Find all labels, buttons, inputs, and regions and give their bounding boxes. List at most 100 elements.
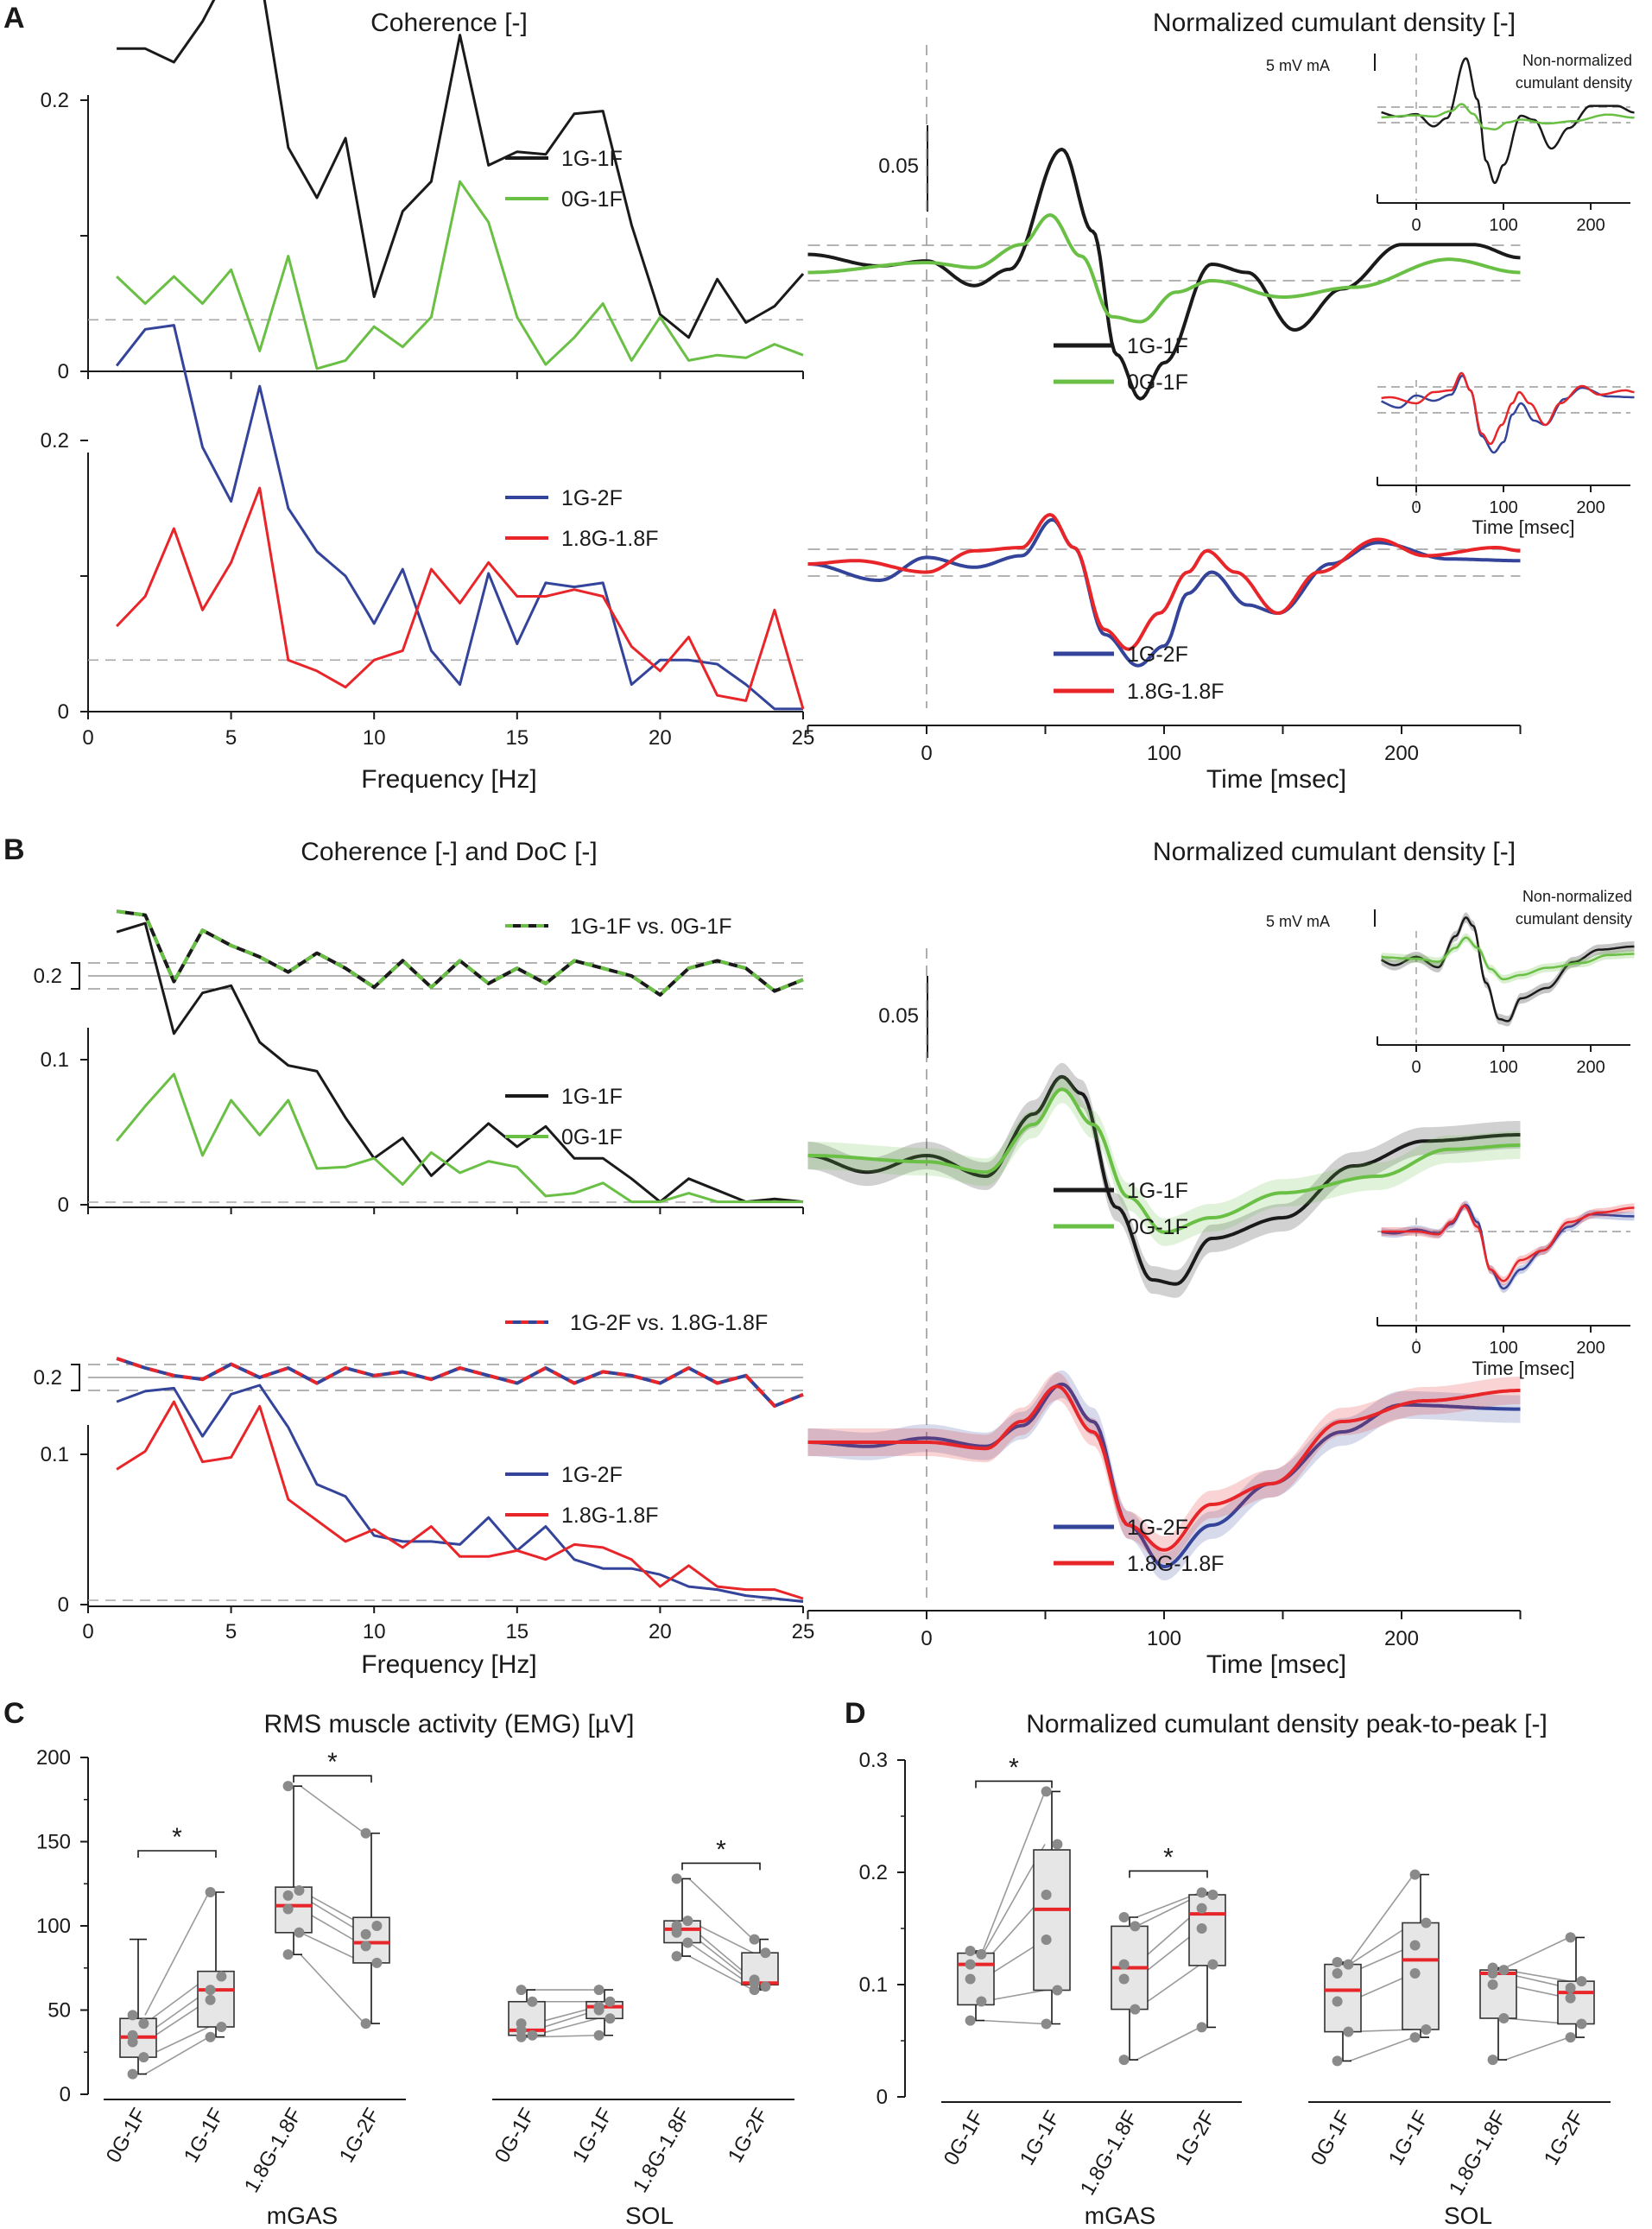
d-significance-star: *: [1163, 1843, 1174, 1871]
b-inset2-trace-1g-2f-band: [1381, 1200, 1635, 1293]
d-data-point: [1041, 1890, 1052, 1900]
b-coh1-ytick-label: 0: [58, 1194, 69, 1217]
scale-label-a: 0.05: [878, 155, 919, 178]
d-data-point: [1196, 1887, 1207, 1898]
c-data-point: [593, 2001, 604, 2012]
b-doc2-line-blue: [116, 1357, 804, 1408]
a-bottom-line-1-8g-1-8f: [116, 486, 805, 710]
c-data-point: [593, 2030, 604, 2041]
b-doc2-ytick-label: 0.2: [34, 1366, 62, 1390]
c-data-point: [282, 1903, 294, 1915]
d-ytick-label: 0.1: [859, 1973, 888, 1997]
c-data-point: [205, 1887, 216, 1897]
c-ytick-label: 200: [36, 1746, 71, 1770]
c-data-point: [760, 1947, 771, 1959]
b-right-trace-0g-1f: [807, 1087, 1521, 1234]
c-significance-bracket: [137, 1850, 217, 1858]
d-pair-line: [1349, 1874, 1415, 1963]
c-data-point: [127, 2068, 138, 2080]
d-box: [1324, 1963, 1362, 2033]
d-pair-line: [1136, 2026, 1201, 2061]
a-bottom-legend-label-1-8g-1-8f: 1.8G-1.8F: [561, 527, 659, 551]
b-inset1-trace-0g-1f: [1381, 936, 1635, 981]
a-right-legend-label-0g-1f: 0G-1F: [1127, 370, 1188, 395]
c-data-point: [360, 1941, 371, 1952]
b-right-xtick-label: 200: [1384, 1627, 1419, 1650]
b-inset1-trace-1g-1f-band: [1381, 912, 1635, 1027]
a-bottom-xtick-label: 25: [792, 726, 815, 750]
a-right-legend-label-1-8g-1-8f: 1.8G-1.8F: [1127, 680, 1225, 704]
b-coh1-ytick-label: 0.1: [41, 1048, 69, 1072]
b-doc2-bracket: [71, 1364, 80, 1391]
b-right-trace-1-8g-1-8f: [807, 1384, 1521, 1552]
c-category-label: 1G-2F: [724, 2105, 773, 2167]
c-category-label: 0G-1F: [102, 2105, 151, 2167]
d-category-label: 1G-1F: [1016, 2107, 1065, 2169]
c-data-point: [138, 2018, 149, 2030]
d-data-point: [1118, 1912, 1130, 1922]
d-data-point: [1498, 2013, 1510, 2023]
a-top-ytick-label: 0.2: [41, 89, 69, 112]
d-data-point: [1421, 2024, 1432, 2035]
a-bottom-ytick-label: 0: [58, 700, 69, 724]
c-pair-line: [300, 1954, 365, 2024]
d-data-point: [1196, 2022, 1207, 2033]
d-ytick-label: 0.2: [859, 1861, 888, 1884]
c-data-point: [138, 2052, 149, 2063]
b-coh2-legend-label-1-8g-1-8f: 1.8G-1.8F: [561, 1504, 659, 1528]
d-data-point: [1343, 1959, 1354, 1970]
a-top-line-1g-1f: [117, 0, 805, 339]
title-a-coherence: Coherence [-]: [370, 9, 528, 37]
a-inset1-trace-1g-1f: [1381, 57, 1635, 185]
b-right-legend-label-1-8g-1-8f: 1.8G-1.8F: [1127, 1552, 1225, 1576]
c-data-point: [671, 1951, 682, 1962]
a-inset1-xtick-label: 0: [1411, 216, 1421, 235]
b-coh1-legend-label-1g-1f: 1G-1F: [561, 1085, 623, 1109]
c-data-point: [682, 1916, 693, 1927]
a-bottom-xtick-label: 20: [649, 726, 672, 750]
a-right-xtick-label: 100: [1147, 742, 1181, 765]
d-data-point: [1118, 1959, 1130, 1970]
a-top-legend-label-0g-1f: 0G-1F: [561, 187, 623, 212]
d-pair-line: [1504, 2036, 1570, 2061]
b-coh2-line-1-8g-1-8f: [116, 1400, 804, 1600]
a-inset1-xtick-label: 200: [1576, 216, 1605, 235]
b-coh2-ytick-label: 0.1: [41, 1443, 69, 1466]
b-coh1-line-0g-1f: [115, 1073, 803, 1204]
c-data-point: [682, 1937, 693, 1948]
d-category-label: 1.8G-1.8F: [1445, 2107, 1511, 2200]
d-data-point: [1565, 1982, 1576, 1993]
a-bottom-xtick-label: 10: [363, 726, 386, 750]
inset-xlabel-a: Time [msec]: [1472, 516, 1575, 538]
c-data-point: [282, 1781, 294, 1792]
xlabel-a-frequency: Frequency [Hz]: [361, 765, 536, 794]
title-b-ncd: Normalized cumulant density [-]: [1153, 838, 1516, 866]
b-doc1-ytick-label: 0.2: [34, 965, 62, 988]
c-data-point: [527, 1996, 538, 2007]
d-pair-line: [1349, 2036, 1415, 2062]
b-coh1-line-1g-1f: [116, 921, 804, 1204]
d-box: [1479, 1969, 1517, 2019]
panel-letter-c: C: [3, 1697, 25, 1730]
c-data-point: [749, 1974, 760, 1985]
c-pair-line: [300, 1785, 365, 1834]
c-data-point: [360, 2018, 371, 2030]
panel-letter-b: B: [3, 833, 25, 866]
inset-title-b-2: cumulant density: [1516, 910, 1632, 928]
d-significance-bracket: [1129, 1870, 1208, 1878]
d-box: [1557, 1980, 1595, 2025]
d-data-point: [1487, 1979, 1498, 1990]
c-box: [585, 2000, 623, 2020]
c-category-label: 1.8G-1.8F: [629, 2105, 695, 2197]
b-inset1-xtick-label: 100: [1489, 1058, 1517, 1077]
d-data-point: [1498, 1965, 1510, 1976]
group-label-c-sol: SOL: [625, 2202, 674, 2229]
c-data-point: [205, 1994, 216, 2005]
c-box: [663, 1920, 701, 1944]
inset-title-a-1: Non-normalized: [1522, 52, 1632, 69]
d-data-point: [1409, 2032, 1421, 2043]
a-inset1-xtick-label: 100: [1489, 216, 1517, 235]
b-doc2-line-red: [116, 1357, 804, 1408]
b-inset2-trace-1-8g-1-8f-band: [1381, 1201, 1635, 1286]
